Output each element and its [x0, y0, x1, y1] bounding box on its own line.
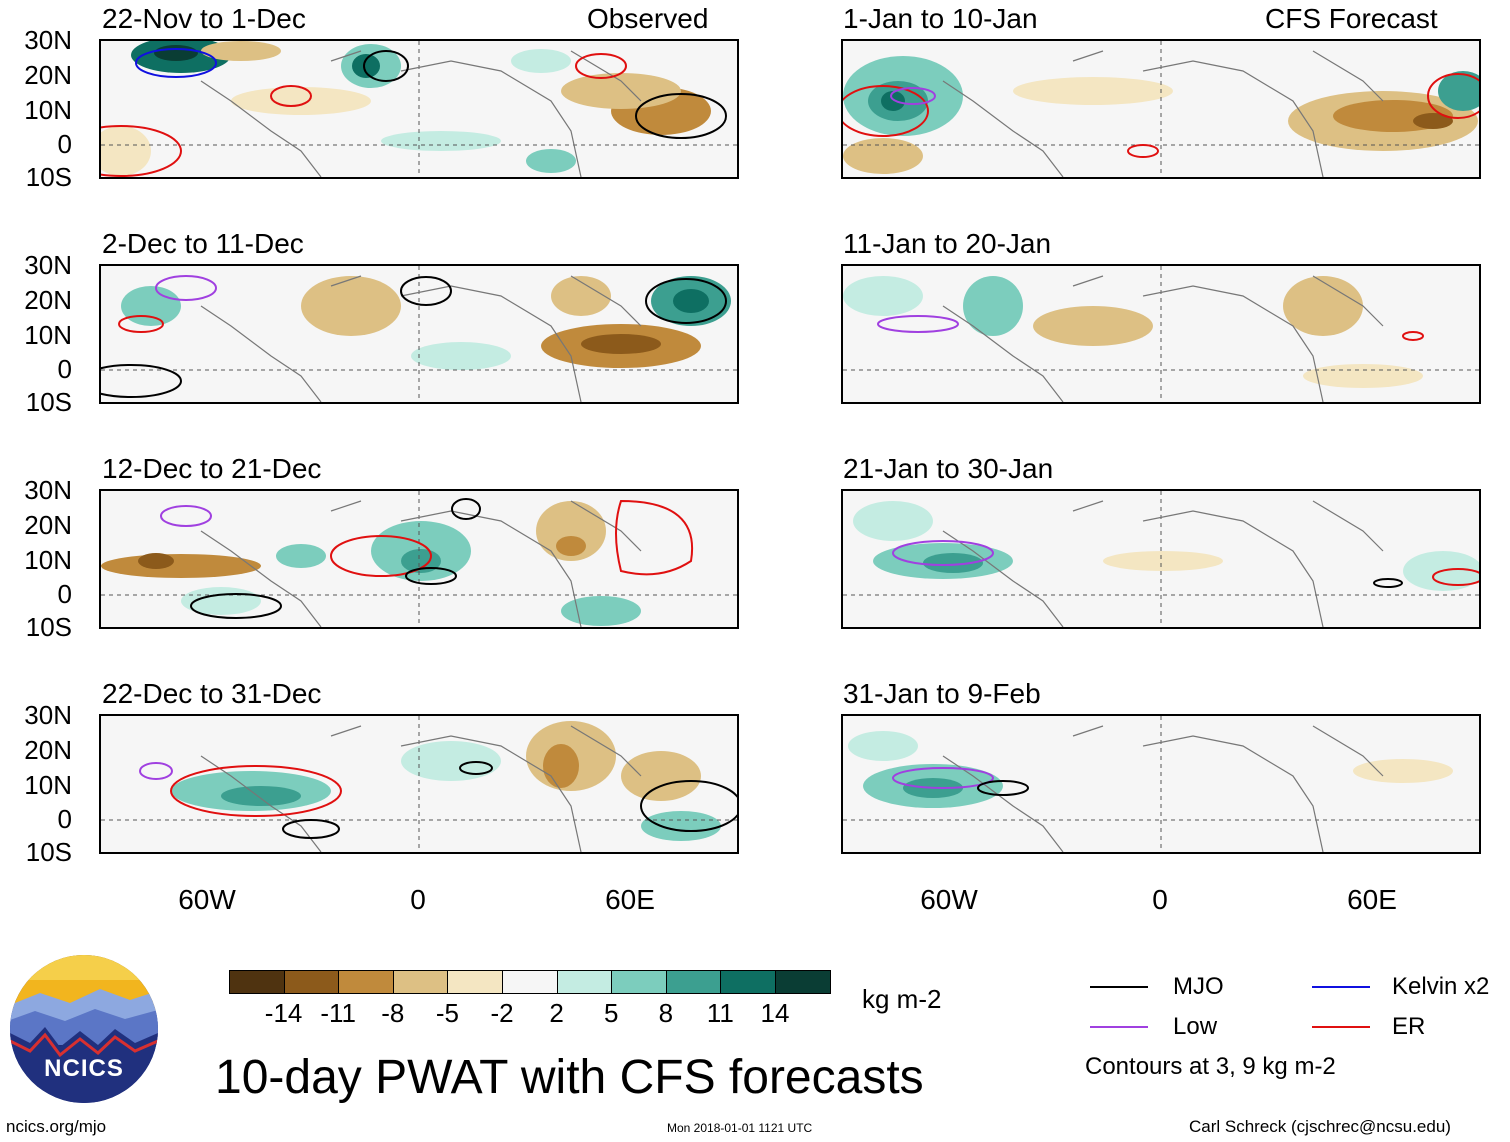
colorbar-tick-label: -2 — [490, 998, 514, 1028]
ylab-20n-4: 20N — [24, 735, 72, 765]
ylab-30n-2: 30N — [24, 250, 72, 280]
colorbar-tick-label: 11 — [706, 998, 734, 1028]
colorbar-tick-label: -8 — [381, 998, 405, 1028]
ylab-20n-3: 20N — [24, 510, 72, 540]
panel-title-fcst-2: 11-Jan to 20-Jan — [843, 228, 1052, 259]
colorbar-swatch — [775, 970, 831, 994]
ylab-10s-2: 10S — [25, 387, 72, 417]
ylab-eq-4: 0 — [57, 804, 72, 834]
xlab-60w-right: 60W — [920, 884, 978, 915]
map-panel-obs-1 — [99, 39, 739, 179]
colorbar-swatch — [229, 970, 285, 994]
map-panel-obs-2 — [99, 264, 739, 404]
xlab-60w-left: 60W — [178, 884, 236, 915]
credit: Carl Schreck (cjschrec@ncsu.edu) — [1189, 1117, 1451, 1136]
ylab-10s-4: 10S — [25, 837, 72, 867]
contour-note: Contours at 3, 9 kg m-2 — [1085, 1053, 1336, 1080]
colorbar-swatch — [447, 970, 503, 994]
ylab-20n-1: 20N — [24, 60, 72, 90]
xlab-0-left: 0 — [410, 884, 426, 915]
colorbar-tick-label: 8 — [658, 998, 674, 1028]
colorbar-swatch — [283, 970, 340, 994]
panel-title-fcst-1: 1-Jan to 10-Jan — [843, 3, 1038, 34]
colorbar-swatch — [502, 970, 558, 994]
colorbar-swatch — [392, 970, 449, 994]
colorbar-swatch — [665, 970, 722, 994]
colorbar-tick-label: 14 — [760, 998, 790, 1028]
ylab-10n-2: 10N — [24, 320, 72, 350]
colorbar-tick-label: -5 — [435, 998, 459, 1028]
colorbar-swatch — [556, 970, 613, 994]
colorbar-tick-label: -14 — [264, 998, 303, 1028]
map-panel-fcst-4 — [841, 714, 1481, 854]
legend-line-er — [1312, 1026, 1370, 1028]
panel-title-obs-2: 2-Dec to 11-Dec — [102, 228, 304, 259]
colorbar-tick-label: 5 — [603, 998, 619, 1028]
ylab-eq-1: 0 — [57, 129, 72, 159]
column-header-forecast: CFS Forecast — [1265, 3, 1438, 34]
colorbar-tick-label: -11 — [320, 998, 357, 1028]
panel-title-obs-1: 22-Nov to 1-Dec — [102, 3, 306, 34]
panel-title-obs-3: 12-Dec to 21-Dec — [102, 453, 322, 484]
timestamp: Mon 2018-01-01 1121 UTC — [667, 1121, 813, 1135]
site-url: ncics.org/mjo — [6, 1117, 107, 1136]
ylab-30n-3: 30N — [24, 475, 72, 505]
panel-title-fcst-3: 21-Jan to 30-Jan — [843, 453, 1054, 484]
ncics-logo: NCICS — [10, 955, 158, 1103]
map-panel-obs-3 — [99, 489, 739, 629]
ylab-10n-1: 10N — [24, 95, 72, 125]
colorbar-tick-label: 2 — [549, 998, 564, 1028]
ylab-10s-1: 10S — [25, 162, 72, 192]
ylab-10n-3: 10N — [24, 545, 72, 575]
legend-line-low — [1090, 1026, 1148, 1028]
column-header-observed: Observed — [587, 3, 709, 34]
colorbar-swatch — [611, 970, 667, 994]
figure-title: 10-day PWAT with CFS forecasts — [215, 1051, 924, 1104]
ylab-30n-1: 30N — [24, 25, 72, 55]
legend-label-er: ER — [1392, 1013, 1426, 1040]
panel-title-fcst-4: 31-Jan to 9-Feb — [843, 678, 1041, 709]
ylab-eq-2: 0 — [57, 354, 72, 384]
ylab-10s-3: 10S — [25, 612, 72, 642]
xlab-60e-left: 60E — [605, 884, 655, 915]
colorbar-swatch — [338, 970, 394, 994]
map-panel-obs-4 — [99, 714, 739, 854]
legend-line-mjo — [1090, 986, 1148, 988]
units-label: kg m-2 — [862, 984, 942, 1014]
logo-text: NCICS — [44, 1055, 124, 1082]
ylab-10n-4: 10N — [24, 770, 72, 800]
legend-label-low: Low — [1173, 1013, 1218, 1040]
legend-label-kelvin: Kelvin x2 — [1392, 973, 1490, 1000]
ylab-30n-4: 30N — [24, 700, 72, 730]
map-panel-fcst-2 — [841, 264, 1481, 404]
legend-label-mjo: MJO — [1173, 973, 1224, 1000]
legend-line-kelvin — [1312, 986, 1370, 988]
ylab-20n-2: 20N — [24, 285, 72, 315]
ylab-eq-3: 0 — [57, 579, 72, 609]
map-panel-fcst-3 — [841, 489, 1481, 629]
map-panel-fcst-1 — [841, 39, 1481, 179]
xlab-0-right: 0 — [1152, 884, 1168, 915]
xlab-60e-right: 60E — [1347, 884, 1397, 915]
panel-title-obs-4: 22-Dec to 31-Dec — [102, 678, 322, 709]
colorbar-swatch — [720, 970, 776, 994]
